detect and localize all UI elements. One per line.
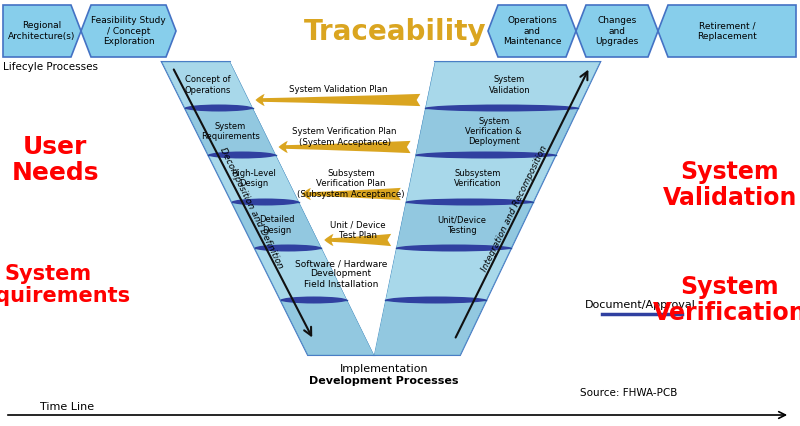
Text: User
Needs: User Needs — [11, 135, 98, 185]
Text: System
Validation: System Validation — [489, 75, 530, 95]
Text: Subsystem
Verification Plan
(Subsystem Acceptance): Subsystem Verification Plan (Subsystem A… — [298, 170, 405, 199]
Polygon shape — [231, 62, 434, 354]
Text: Regional
Architecture(s): Regional Architecture(s) — [8, 21, 76, 41]
Text: Implementation: Implementation — [340, 364, 428, 374]
Text: Operations
and
Maintenance: Operations and Maintenance — [502, 16, 562, 46]
Text: Lifecyle Processes: Lifecyle Processes — [3, 62, 98, 72]
Text: Unit / Device
Test Plan: Unit / Device Test Plan — [330, 221, 386, 239]
Ellipse shape — [416, 152, 555, 158]
Text: Concept of
Operations: Concept of Operations — [184, 75, 230, 95]
Text: Detailed
Design: Detailed Design — [259, 216, 294, 235]
Polygon shape — [386, 248, 511, 300]
Text: Development Processes: Development Processes — [310, 376, 458, 386]
Text: Integration and Recomposition: Integration and Recomposition — [479, 144, 549, 273]
Text: System
Verification &
Deployment: System Verification & Deployment — [466, 117, 522, 146]
Polygon shape — [254, 248, 347, 300]
Ellipse shape — [254, 245, 322, 251]
Polygon shape — [208, 155, 299, 202]
Ellipse shape — [386, 296, 486, 303]
Text: System
Requirements: System Requirements — [0, 264, 130, 306]
Text: Changes
and
Upgrades: Changes and Upgrades — [595, 16, 638, 46]
Polygon shape — [162, 62, 253, 108]
Polygon shape — [396, 202, 533, 248]
Text: Decomposition and Definition: Decomposition and Definition — [218, 147, 284, 271]
Polygon shape — [162, 62, 374, 355]
Text: Source: FHWA-PCB: Source: FHWA-PCB — [580, 388, 678, 398]
Polygon shape — [374, 300, 486, 355]
Text: Document/Approval: Document/Approval — [585, 300, 695, 310]
Text: System
Validation: System Validation — [663, 160, 797, 210]
Text: Retirement /
Replacement: Retirement / Replacement — [697, 21, 757, 41]
Ellipse shape — [185, 104, 253, 112]
Text: Feasibility Study
/ Concept
Exploration: Feasibility Study / Concept Exploration — [91, 16, 166, 46]
Polygon shape — [81, 5, 176, 57]
Text: Unit/Device
Testing: Unit/Device Testing — [437, 216, 486, 235]
Text: System Verification Plan
(System Acceptance): System Verification Plan (System Accepta… — [292, 127, 397, 147]
Polygon shape — [281, 300, 374, 355]
Polygon shape — [374, 62, 600, 355]
Ellipse shape — [406, 199, 533, 205]
Polygon shape — [406, 155, 555, 202]
Text: Time Line: Time Line — [40, 402, 94, 412]
Text: High-Level
Design: High-Level Design — [231, 169, 276, 188]
Text: System
Requirements: System Requirements — [201, 122, 260, 141]
Polygon shape — [488, 5, 576, 57]
Text: System
Verification: System Verification — [653, 275, 800, 325]
Text: Traceability: Traceability — [304, 18, 486, 46]
Polygon shape — [232, 202, 322, 248]
Text: Subsystem
Verification: Subsystem Verification — [454, 169, 502, 188]
Ellipse shape — [426, 104, 578, 112]
Polygon shape — [426, 62, 600, 108]
Ellipse shape — [396, 245, 511, 251]
Polygon shape — [416, 108, 578, 155]
Ellipse shape — [232, 199, 299, 205]
Text: System Validation Plan: System Validation Plan — [289, 86, 387, 95]
Polygon shape — [230, 62, 435, 355]
Text: Software / Hardware
Development
Field Installation: Software / Hardware Development Field In… — [294, 259, 387, 288]
Polygon shape — [658, 5, 796, 57]
Ellipse shape — [281, 296, 347, 303]
Polygon shape — [3, 5, 81, 57]
Ellipse shape — [208, 152, 276, 158]
Polygon shape — [185, 108, 276, 155]
Polygon shape — [576, 5, 658, 57]
